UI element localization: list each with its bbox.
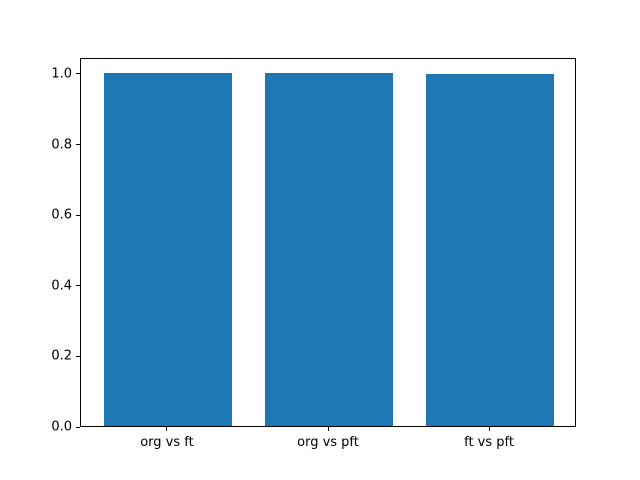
y-tick-mark: [76, 355, 80, 357]
bar-org-vs-pft: [264, 72, 394, 426]
y-tick-label: 0.6: [51, 207, 72, 223]
y-tick-label: 1.0: [51, 66, 72, 82]
y-tick-mark: [76, 426, 80, 428]
y-tick-mark: [76, 285, 80, 287]
x-tick-mark: [488, 427, 490, 431]
plot-area: [80, 58, 576, 427]
x-tick-label-ft-vs-pft: ft vs pft: [464, 435, 514, 450]
bar-ft-vs-pft: [425, 73, 555, 426]
bar-org-vs-ft: [103, 72, 233, 426]
x-tick-mark: [327, 427, 329, 431]
y-tick-mark: [76, 73, 80, 75]
x-tick-label-org-vs-ft: org vs ft: [140, 435, 194, 450]
x-tick-label-org-vs-pft: org vs pft: [297, 435, 359, 450]
y-tick-mark: [76, 214, 80, 216]
y-tick-label: 0.4: [51, 278, 72, 294]
y-tick-label: 0.8: [51, 137, 72, 152]
x-tick-mark: [166, 427, 168, 431]
y-tick-mark: [76, 144, 80, 145]
y-tick-label: 0.2: [51, 348, 72, 364]
y-tick-label: 0.0: [51, 419, 72, 435]
